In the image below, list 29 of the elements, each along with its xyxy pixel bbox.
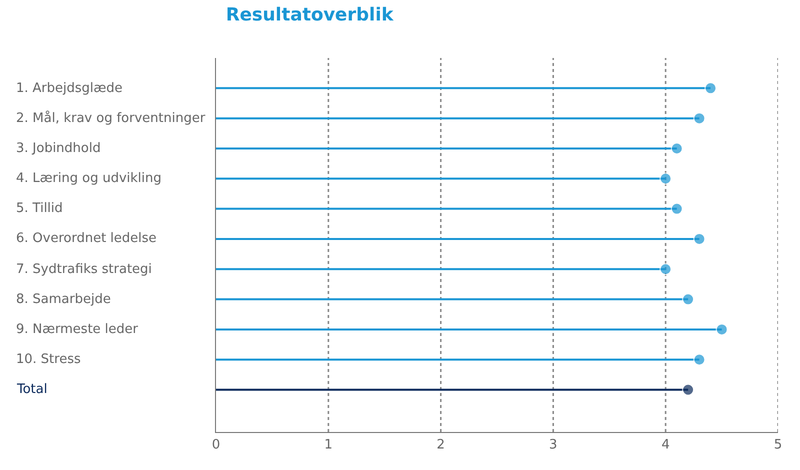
x-tick-label: 2 [436,438,445,453]
y-tick-label: 1. Arbejdsglæde [16,81,123,96]
point [693,112,706,124]
y-tick-label: 2. Mål, krav og forventninger [16,110,206,126]
point [716,323,728,336]
point [660,172,672,185]
point [693,354,706,366]
point [670,202,683,215]
y-tick-label: 5. Tillid [16,201,63,216]
y-tick-label: 9. Nærmeste leder [16,322,139,337]
point [660,263,672,276]
y-tick-label: Total [16,382,48,397]
x-tick-label: 3 [549,438,558,453]
y-tick-label: 8. Samarbejde [16,292,111,307]
chart-title: Resultatoverblik [226,4,394,26]
point [693,232,706,245]
y-tick-label: 6. Overordnet ledelse [16,231,157,246]
point [704,82,717,94]
y-tick-label: 10. Stress [16,352,81,367]
point [670,142,683,154]
point [682,293,694,306]
x-tick-label: 5 [774,438,782,453]
point [682,384,694,396]
y-tick-label: 4. Læring og udvikling [16,171,162,186]
y-tick-label: 3. Jobindhold [16,141,101,156]
y-tick-label: 7. Sydtrafiks strategi [16,262,152,277]
x-tick-label: 1 [324,438,333,453]
x-tick-label: 0 [212,438,220,453]
x-tick-label: 4 [661,438,670,453]
